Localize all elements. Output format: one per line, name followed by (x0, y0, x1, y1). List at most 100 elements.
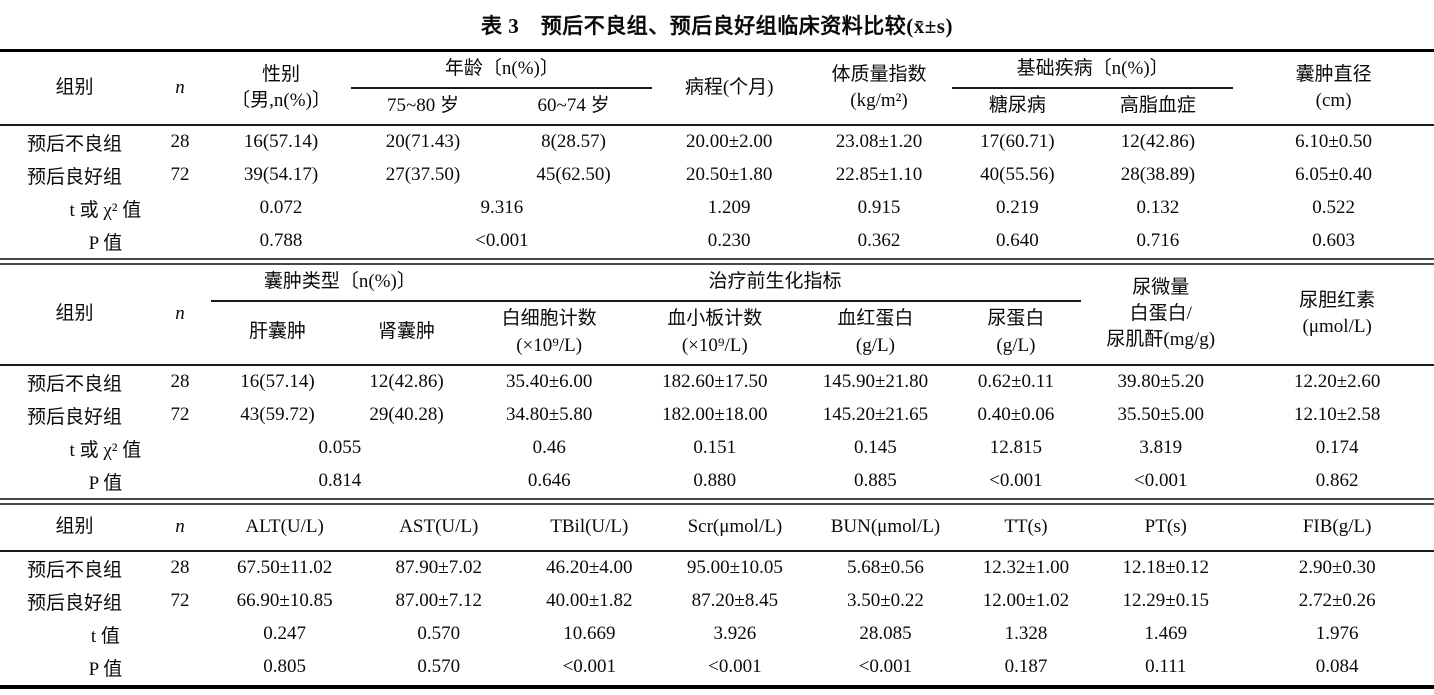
header-ast: AST(U/L) (399, 515, 479, 537)
header-n: n (175, 515, 185, 537)
header-biochem-group: 治疗前生化指标 (468, 264, 1082, 302)
cell: 3.819 (1139, 437, 1183, 458)
cell: <0.001 (475, 230, 529, 251)
cell: 43(59.72) (240, 404, 315, 425)
cell: 35.50±5.00 (1117, 404, 1204, 425)
header-group: 组别 (55, 76, 94, 98)
cell: 0.111 (1145, 656, 1187, 677)
header-pt: PT(s) (1144, 515, 1187, 537)
cell: 12.00±1.02 (982, 590, 1070, 611)
cell: 29(40.28) (369, 404, 444, 425)
cell-n: 72 (170, 404, 190, 425)
section3-table: 组别 n ALT(U/L) AST(U/L) TBil(U/L) Scr(μmo… (0, 505, 1434, 684)
cell: 0.603 (1312, 230, 1355, 251)
header-cyst-type-group: 囊肿类型〔n(%)〕 (210, 264, 469, 302)
header-fib: FIB(g/L) (1302, 515, 1372, 537)
header-urine-protein: 尿蛋白 (g/L) (987, 308, 1045, 356)
stat-label: t 或 χ² 值 (69, 199, 142, 221)
cell: 1.976 (1315, 623, 1359, 644)
cell-n: 28 (149, 363, 211, 399)
cell: 0.814 (318, 470, 362, 491)
cell: 16(57.14) (210, 123, 352, 159)
cell: 20.50±1.80 (685, 164, 773, 185)
row-label: 预后良好组 (27, 166, 123, 188)
cell: 12.20±2.60 (1240, 363, 1434, 399)
cell: 0.646 (527, 470, 571, 491)
cell: 12.18±0.12 (1091, 549, 1241, 585)
cell: 0.230 (707, 230, 751, 251)
stat-label: t 或 χ² 值 (69, 439, 142, 461)
header-age-group: 年龄〔n(%)〕 (351, 50, 653, 89)
cell: 16(57.14) (210, 363, 345, 399)
section-separator (0, 497, 1434, 505)
header-bun: BUN(μmol/L) (830, 515, 941, 537)
stat-row: P 值 0.788 <0.001 0.230 0.362 0.640 0.716… (0, 225, 1434, 258)
header-urine-bilirubin: 尿胆红素 (μmol/L) (1299, 289, 1376, 337)
cell: 45(62.50) (536, 164, 611, 185)
header-group: 组别 (55, 302, 94, 324)
cell: 27(37.50) (385, 164, 461, 185)
table-row: 预后不良组 28 16(57.14) 12(42.86) 35.40±6.00 … (0, 363, 1434, 399)
cell: 0.174 (1315, 437, 1359, 458)
cell: 35.40±6.00 (468, 363, 630, 399)
cell: 0.151 (693, 437, 737, 458)
cell: 12.32±1.00 (960, 549, 1092, 585)
cell: 17(60.71) (952, 123, 1083, 159)
stat-row: t 值 0.247 0.570 10.669 3.926 28.085 1.32… (0, 618, 1434, 651)
row-label: 预后良好组 (27, 592, 123, 614)
cell: 2.90±0.30 (1240, 549, 1434, 585)
cell: 0.915 (857, 197, 901, 218)
cell: 0.187 (1004, 656, 1048, 677)
cell: 87.20±8.45 (691, 590, 779, 611)
cell: 0.46 (532, 437, 566, 458)
header-hemoglobin: 血红蛋白 (g/L) (837, 308, 914, 356)
cell: 12(42.86) (1082, 123, 1234, 159)
cell: 46.20±4.00 (519, 549, 660, 585)
row-label: 预后不良组 (0, 123, 150, 159)
section2-table: 组别 n 囊肿类型〔n(%)〕 治疗前生化指标 尿微量 白蛋白/ 尿肌酐(mg/… (0, 264, 1434, 498)
cell: 6.10±0.50 (1233, 123, 1434, 159)
header-platelet: 血小板计数 (×10⁹/L) (667, 308, 763, 356)
header-course: 病程(个月) (684, 76, 774, 98)
header-cyst-diameter: 囊肿直径 (cm) (1295, 63, 1372, 111)
stat-row: t 或 χ² 值 0.055 0.46 0.151 0.145 12.815 3… (0, 432, 1434, 465)
cell: 0.362 (857, 230, 901, 251)
header-tt: TT(s) (1004, 515, 1048, 537)
table-title: 表 3 预后不良组、预后良好组临床资料比较(x̄±s) (481, 14, 953, 38)
cell: <0.001 (708, 656, 762, 677)
cell: 1.209 (707, 197, 751, 218)
header-tbil: TBil(U/L) (550, 515, 629, 537)
cell: 182.00±18.00 (662, 404, 768, 425)
cell: 12.29±0.15 (1122, 590, 1209, 611)
stat-label: P 值 (88, 472, 123, 494)
header-liver-cyst: 肝囊肿 (248, 321, 306, 343)
cell: 8(28.57) (494, 123, 653, 159)
cell: 0.219 (996, 197, 1039, 218)
cell: 6.05±0.40 (1295, 164, 1373, 185)
cell: 9.316 (480, 197, 524, 218)
cell: <0.001 (562, 656, 617, 677)
row-label: 预后良好组 (27, 406, 123, 428)
cell: 39.80±5.20 (1081, 363, 1241, 399)
header-sex: 性别 〔男,n(%)〕 (231, 63, 331, 111)
cell: 182.60±17.50 (629, 363, 801, 399)
cell: 145.90±21.80 (800, 363, 951, 399)
header-diabetes: 糖尿病 (988, 94, 1046, 116)
stat-row: P 值 0.814 0.646 0.880 0.885 <0.001 <0.00… (0, 465, 1434, 498)
cell: 0.570 (417, 623, 461, 644)
cell: 12.815 (989, 437, 1043, 458)
cell: 40.00±1.82 (546, 590, 633, 611)
cell: 67.50±11.02 (210, 549, 359, 585)
header-group: 组别 (55, 515, 94, 537)
header-age-75-80: 75~80 岁 (386, 94, 460, 116)
cell: 145.20±21.65 (822, 404, 929, 425)
cell: 3.926 (713, 623, 757, 644)
cell: 0.885 (854, 470, 897, 491)
header-age-60-74: 60~74 岁 (537, 94, 610, 116)
row-label: 预后不良组 (0, 549, 150, 585)
cell: 5.68±0.56 (810, 549, 961, 585)
cell: <0.001 (858, 656, 913, 677)
cell: 0.072 (259, 197, 303, 218)
cell: 22.85±1.10 (835, 164, 923, 185)
